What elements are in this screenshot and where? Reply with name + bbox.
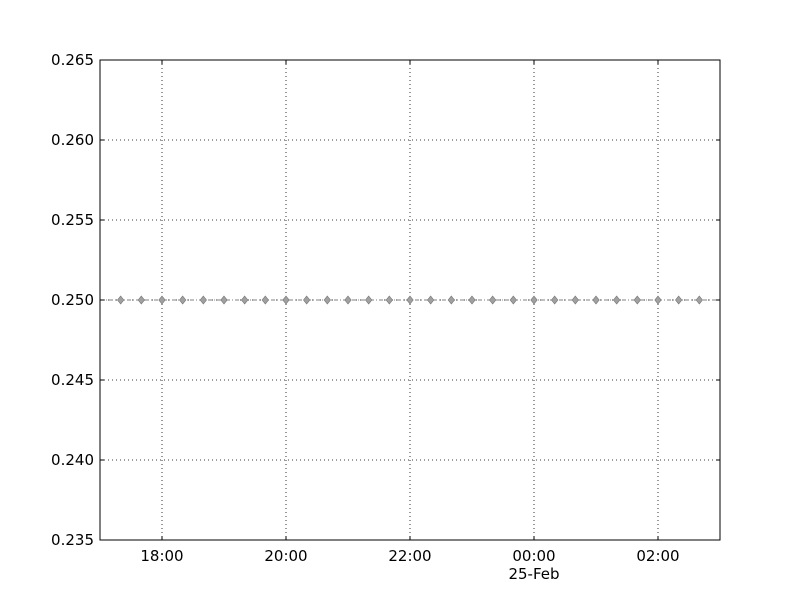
y-tick-label: 0.245 (51, 371, 94, 389)
y-tick-label: 0.255 (51, 211, 94, 229)
data-point (137, 295, 145, 305)
data-point (158, 295, 166, 305)
data-point (406, 295, 414, 305)
data-point (447, 295, 455, 305)
data-point (613, 295, 621, 305)
series-layer (100, 295, 720, 305)
data-point (654, 295, 662, 305)
x-tick-label: 02:00 (636, 547, 679, 565)
plot-area (99, 59, 721, 541)
data-point (489, 295, 497, 305)
data-point (241, 295, 249, 305)
data-point (571, 295, 579, 305)
data-point (695, 295, 703, 305)
data-point (468, 295, 476, 305)
ticks (100, 59, 720, 541)
y-tick-labels: 0.235 0.240 0.245 0.250 0.255 0.260 0.265 (51, 51, 94, 549)
y-tick-label: 0.235 (51, 531, 94, 549)
data-point (592, 295, 600, 305)
data-point (282, 295, 290, 305)
data-point (179, 295, 187, 305)
data-point (303, 295, 311, 305)
data-point (633, 295, 641, 305)
x-tick-label: 22:00 (388, 547, 431, 565)
data-point (509, 295, 517, 305)
data-point (427, 295, 435, 305)
data-point (365, 295, 373, 305)
data-point (344, 295, 352, 305)
data-point (261, 295, 269, 305)
x-tick-label: 20:00 (264, 547, 307, 565)
data-point (551, 295, 559, 305)
x-tick-sublabel: 25-Feb (508, 565, 559, 583)
data-point (530, 295, 538, 305)
y-tick-label: 0.250 (51, 291, 94, 309)
y-tick-label: 0.260 (51, 131, 94, 149)
x-tick-label: 00:00 (512, 547, 555, 565)
data-point (199, 295, 207, 305)
data-point (323, 295, 331, 305)
x-tick-label: 18:00 (140, 547, 183, 565)
data-point (117, 295, 125, 305)
data-point (220, 295, 228, 305)
y-tick-label: 0.240 (51, 451, 94, 469)
data-point (385, 295, 393, 305)
data-point (675, 295, 683, 305)
y-tick-label: 0.265 (51, 51, 94, 69)
